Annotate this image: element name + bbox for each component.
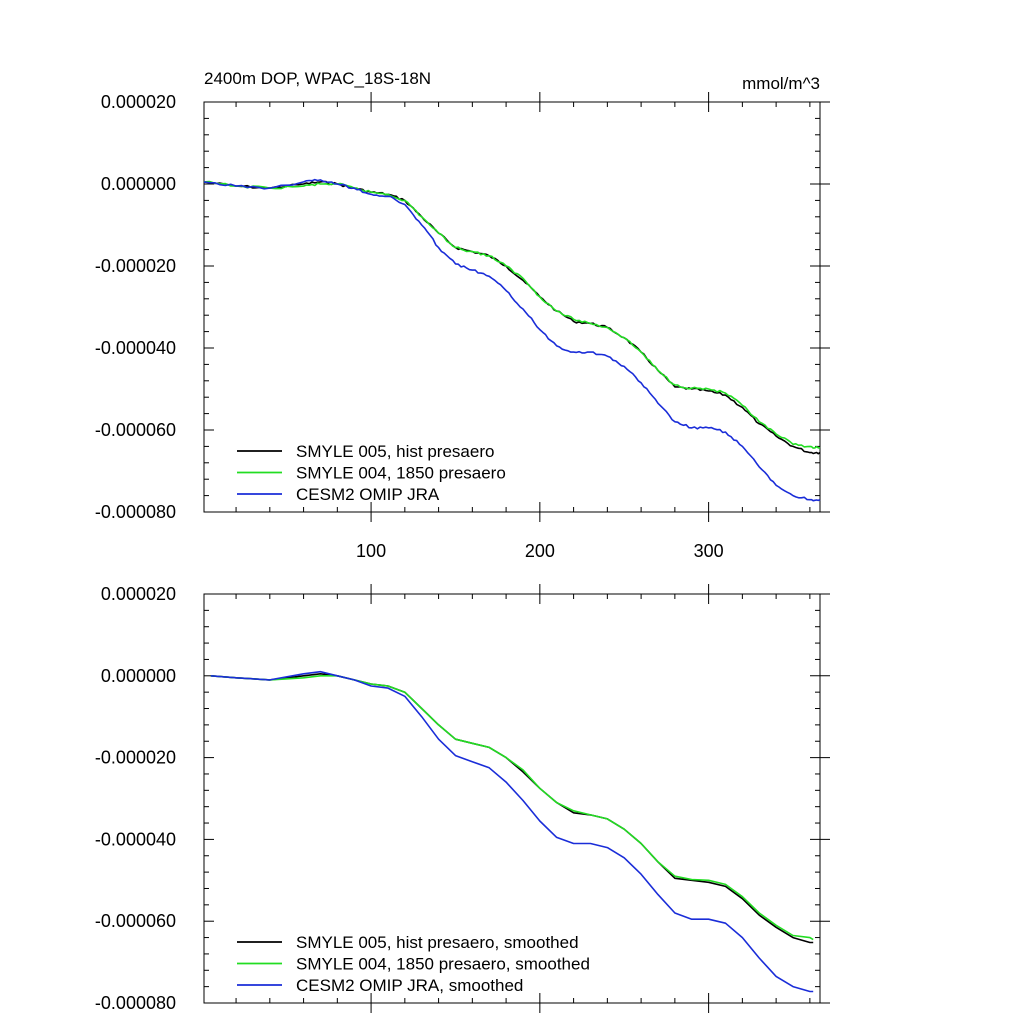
chart-panel-2: 0.000020 0.000000 -0.000020 -0.000040 -0.000… [95, 584, 830, 1013]
y-tick-label: -0.000060 [95, 911, 176, 931]
y-tick-label: -0.000080 [95, 502, 176, 522]
series-line-3 [203, 178, 821, 502]
y-tick-label: 0.000020 [101, 584, 176, 604]
chart-panel-1: 0.000020 0.000000 -0.000020 -0.000040 -0.000… [95, 69, 830, 561]
plot-frame [203, 593, 821, 1004]
series-line-3 [210, 670, 814, 993]
legend: SMYLE 005, hist presaero SMYLE 004, 1850 … [237, 442, 506, 504]
legend-label-2: SMYLE 004, 1850 presaero, smoothed [296, 955, 590, 974]
y-tick-label: 0.000020 [101, 92, 176, 112]
y-tick-label: -0.000080 [95, 993, 176, 1013]
legend-label-1: SMYLE 005, hist presaero [296, 442, 494, 461]
units-label: mmol/m^3 [742, 74, 820, 93]
chart-title: 2400m DOP, WPAC_18S-18N [204, 69, 431, 88]
y-tick-label: -0.000060 [95, 420, 176, 440]
legend-label-3: CESM2 OMIP JRA, smoothed [296, 976, 523, 995]
y-tick-label: -0.000020 [95, 256, 176, 276]
plot-frame [203, 101, 821, 513]
y-tick-label: -0.000040 [95, 338, 176, 358]
legend-label-3: CESM2 OMIP JRA [296, 485, 440, 504]
legend-label-2: SMYLE 004, 1850 presaero [296, 464, 506, 483]
x-tick-label: 100 [356, 541, 386, 561]
series-line-2 [203, 180, 821, 450]
x-tick-label: 300 [694, 541, 724, 561]
y-tick-label: 0.000000 [101, 174, 176, 194]
y-tick-label: -0.000040 [95, 829, 176, 849]
legend-label-1: SMYLE 005, hist presaero, smoothed [296, 933, 579, 952]
y-tick-label: -0.000020 [95, 748, 176, 768]
x-tick-label: 200 [525, 541, 555, 561]
y-tick-label: 0.000000 [101, 666, 176, 686]
legend: SMYLE 005, hist presaero, smoothed SMYLE … [237, 933, 590, 995]
